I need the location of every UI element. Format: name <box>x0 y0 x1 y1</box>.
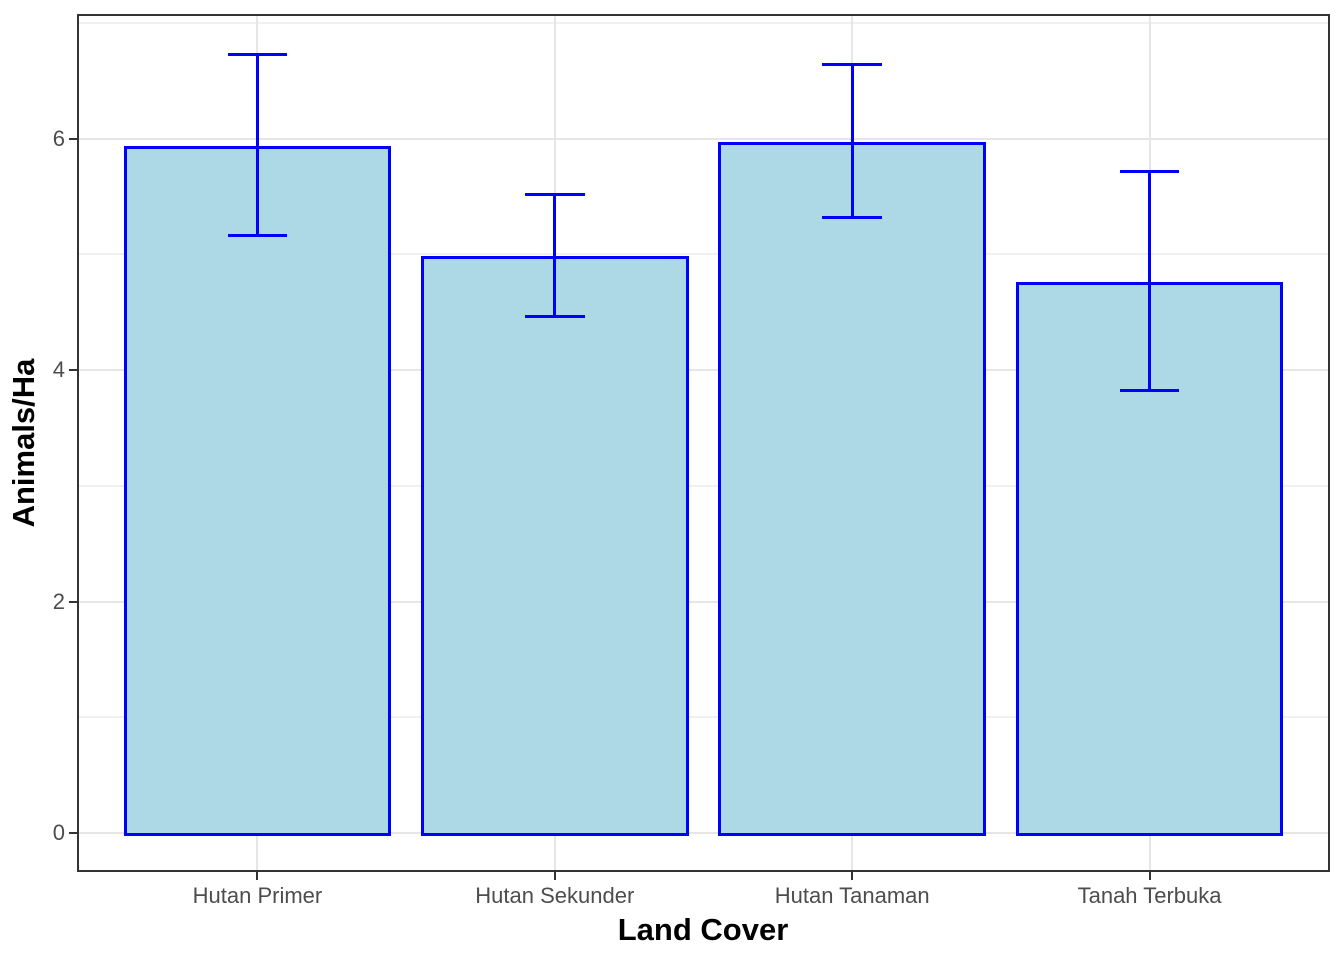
x-tick-mark-tanah-terbuka <box>1148 872 1151 880</box>
error-bar-cap-top-hutan-tanaman <box>822 63 882 67</box>
x-tick-mark-hutan-sekunder <box>553 872 556 880</box>
x-tick-label-hutan-tanaman: Hutan Tanaman <box>774 883 930 908</box>
x-tick-label-tanah-terbuka: Tanah Terbuka <box>1077 883 1222 908</box>
gridline-minor-y-7 <box>79 21 1328 24</box>
gridline-major-y-0 <box>79 831 1328 834</box>
gridline-minor-y-5 <box>79 253 1328 256</box>
y-tick-mark-4 <box>69 369 77 372</box>
y-tick-mark-0 <box>69 831 77 834</box>
error-bar-cap-top-hutan-sekunder <box>525 192 585 196</box>
error-bar-cap-top-tanah-terbuka <box>1119 169 1180 173</box>
y-tick-mark-2 <box>69 600 77 603</box>
error-bar-cap-top-hutan-primer <box>227 52 288 56</box>
gridline-major-y-4 <box>79 369 1328 372</box>
x-axis-title: Land Cover <box>617 912 789 947</box>
y-tick-label-2: 2 <box>52 588 65 614</box>
error-bar-stem-hutan-tanaman <box>850 64 854 218</box>
gridline-minor-y-3 <box>79 484 1328 487</box>
plot-area <box>79 16 1328 870</box>
x-tick-mark-hutan-primer <box>256 872 259 880</box>
bar-hutan-sekunder <box>420 255 689 836</box>
y-tick-label-0: 0 <box>52 819 65 845</box>
gridline-major-y-6 <box>79 137 1328 140</box>
error-bar-stem-tanah-terbuka <box>1148 171 1152 391</box>
error-bar-cap-bottom-hutan-primer <box>227 234 288 238</box>
gridline-minor-y-1 <box>79 716 1328 719</box>
bar-hutan-primer <box>123 145 392 836</box>
y-tick-label-6: 6 <box>52 125 65 151</box>
y-tick-label-4: 4 <box>52 357 65 383</box>
x-tick-label-hutan-primer: Hutan Primer <box>192 883 323 908</box>
y-axis-title: Animals/Ha <box>6 358 41 528</box>
plot-panel <box>77 14 1330 872</box>
y-tick-mark-6 <box>69 137 77 140</box>
error-bar-cap-bottom-tanah-terbuka <box>1119 389 1180 393</box>
x-tick-mark-hutan-tanaman <box>851 872 854 880</box>
error-bar-cap-bottom-hutan-sekunder <box>525 315 585 319</box>
x-tick-label-hutan-sekunder: Hutan Sekunder <box>475 883 635 908</box>
gridline-major-y-2 <box>79 600 1328 603</box>
error-bar-stem-hutan-sekunder <box>553 194 557 317</box>
error-bar-cap-bottom-hutan-tanaman <box>822 215 882 219</box>
bar-hutan-tanaman <box>718 142 986 836</box>
error-bar-stem-hutan-primer <box>255 54 259 236</box>
